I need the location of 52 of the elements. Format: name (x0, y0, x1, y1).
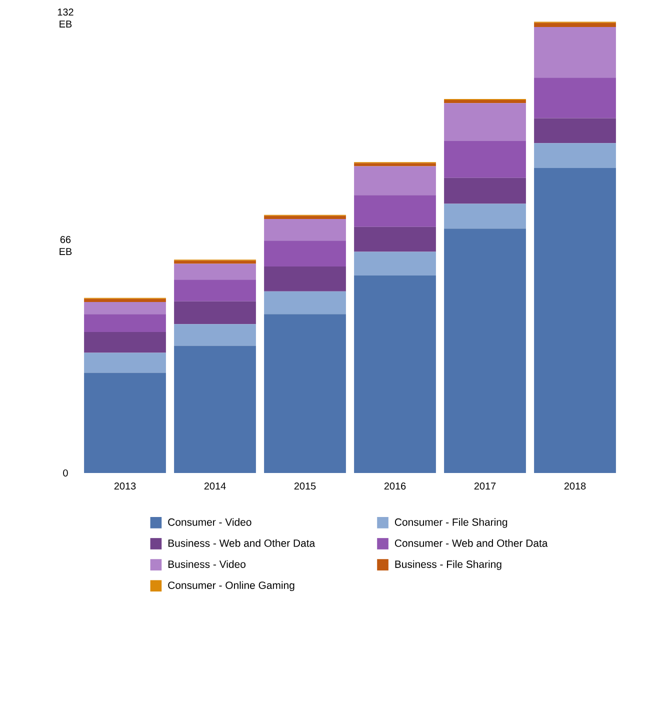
y-tick-label: 0 (63, 469, 68, 477)
y-tick-label: 132 EB (58, 8, 74, 28)
bar (174, 264, 256, 280)
x-tick-label: 2018 (564, 482, 586, 490)
legend-label: Consumer - Web and Other Data (394, 539, 548, 547)
legend-label: Consumer - File Sharing (394, 518, 508, 528)
bar (444, 228, 526, 473)
bar (444, 141, 526, 178)
legend-label: Business - Video (168, 560, 246, 568)
bar (84, 314, 166, 332)
bar (534, 143, 616, 168)
bar (354, 163, 436, 166)
bar (534, 168, 616, 473)
bar (264, 291, 346, 314)
bar (444, 100, 526, 104)
bar (174, 324, 256, 346)
bar (264, 240, 346, 267)
legend-label: Consumer - Video (168, 518, 252, 526)
bar (84, 352, 166, 373)
legend-label: Business - Web and Other Data (168, 539, 316, 547)
bar (354, 226, 436, 252)
bar (174, 260, 256, 264)
bar (84, 372, 166, 473)
bar (264, 216, 346, 219)
bar (354, 252, 436, 276)
x-tick-label: 2017 (474, 482, 496, 490)
x-tick-label: 2013 (114, 482, 136, 490)
bar (534, 78, 616, 118)
x-tick-label: 2015 (294, 482, 316, 490)
bar (174, 301, 256, 324)
bar (534, 26, 616, 78)
bar (84, 298, 166, 302)
bar (444, 103, 526, 142)
bar (264, 218, 346, 241)
x-tick-label: 2016 (384, 482, 406, 490)
bar (354, 195, 436, 227)
x-tick-label: 2014 (204, 482, 226, 490)
y-tick-label: 66 EB (60, 236, 72, 255)
bar (174, 346, 256, 473)
legend-label: Business - File Sharing (395, 560, 502, 570)
bar (534, 118, 616, 144)
bar (174, 280, 256, 302)
bar (354, 166, 436, 196)
bar (354, 275, 436, 473)
bar (264, 266, 346, 292)
bar (444, 204, 526, 229)
bar (534, 22, 616, 27)
bar (264, 314, 346, 473)
bar (84, 302, 166, 314)
bar (84, 332, 166, 353)
bar (444, 178, 526, 204)
legend-label: Consumer - Online Gaming (168, 581, 294, 592)
